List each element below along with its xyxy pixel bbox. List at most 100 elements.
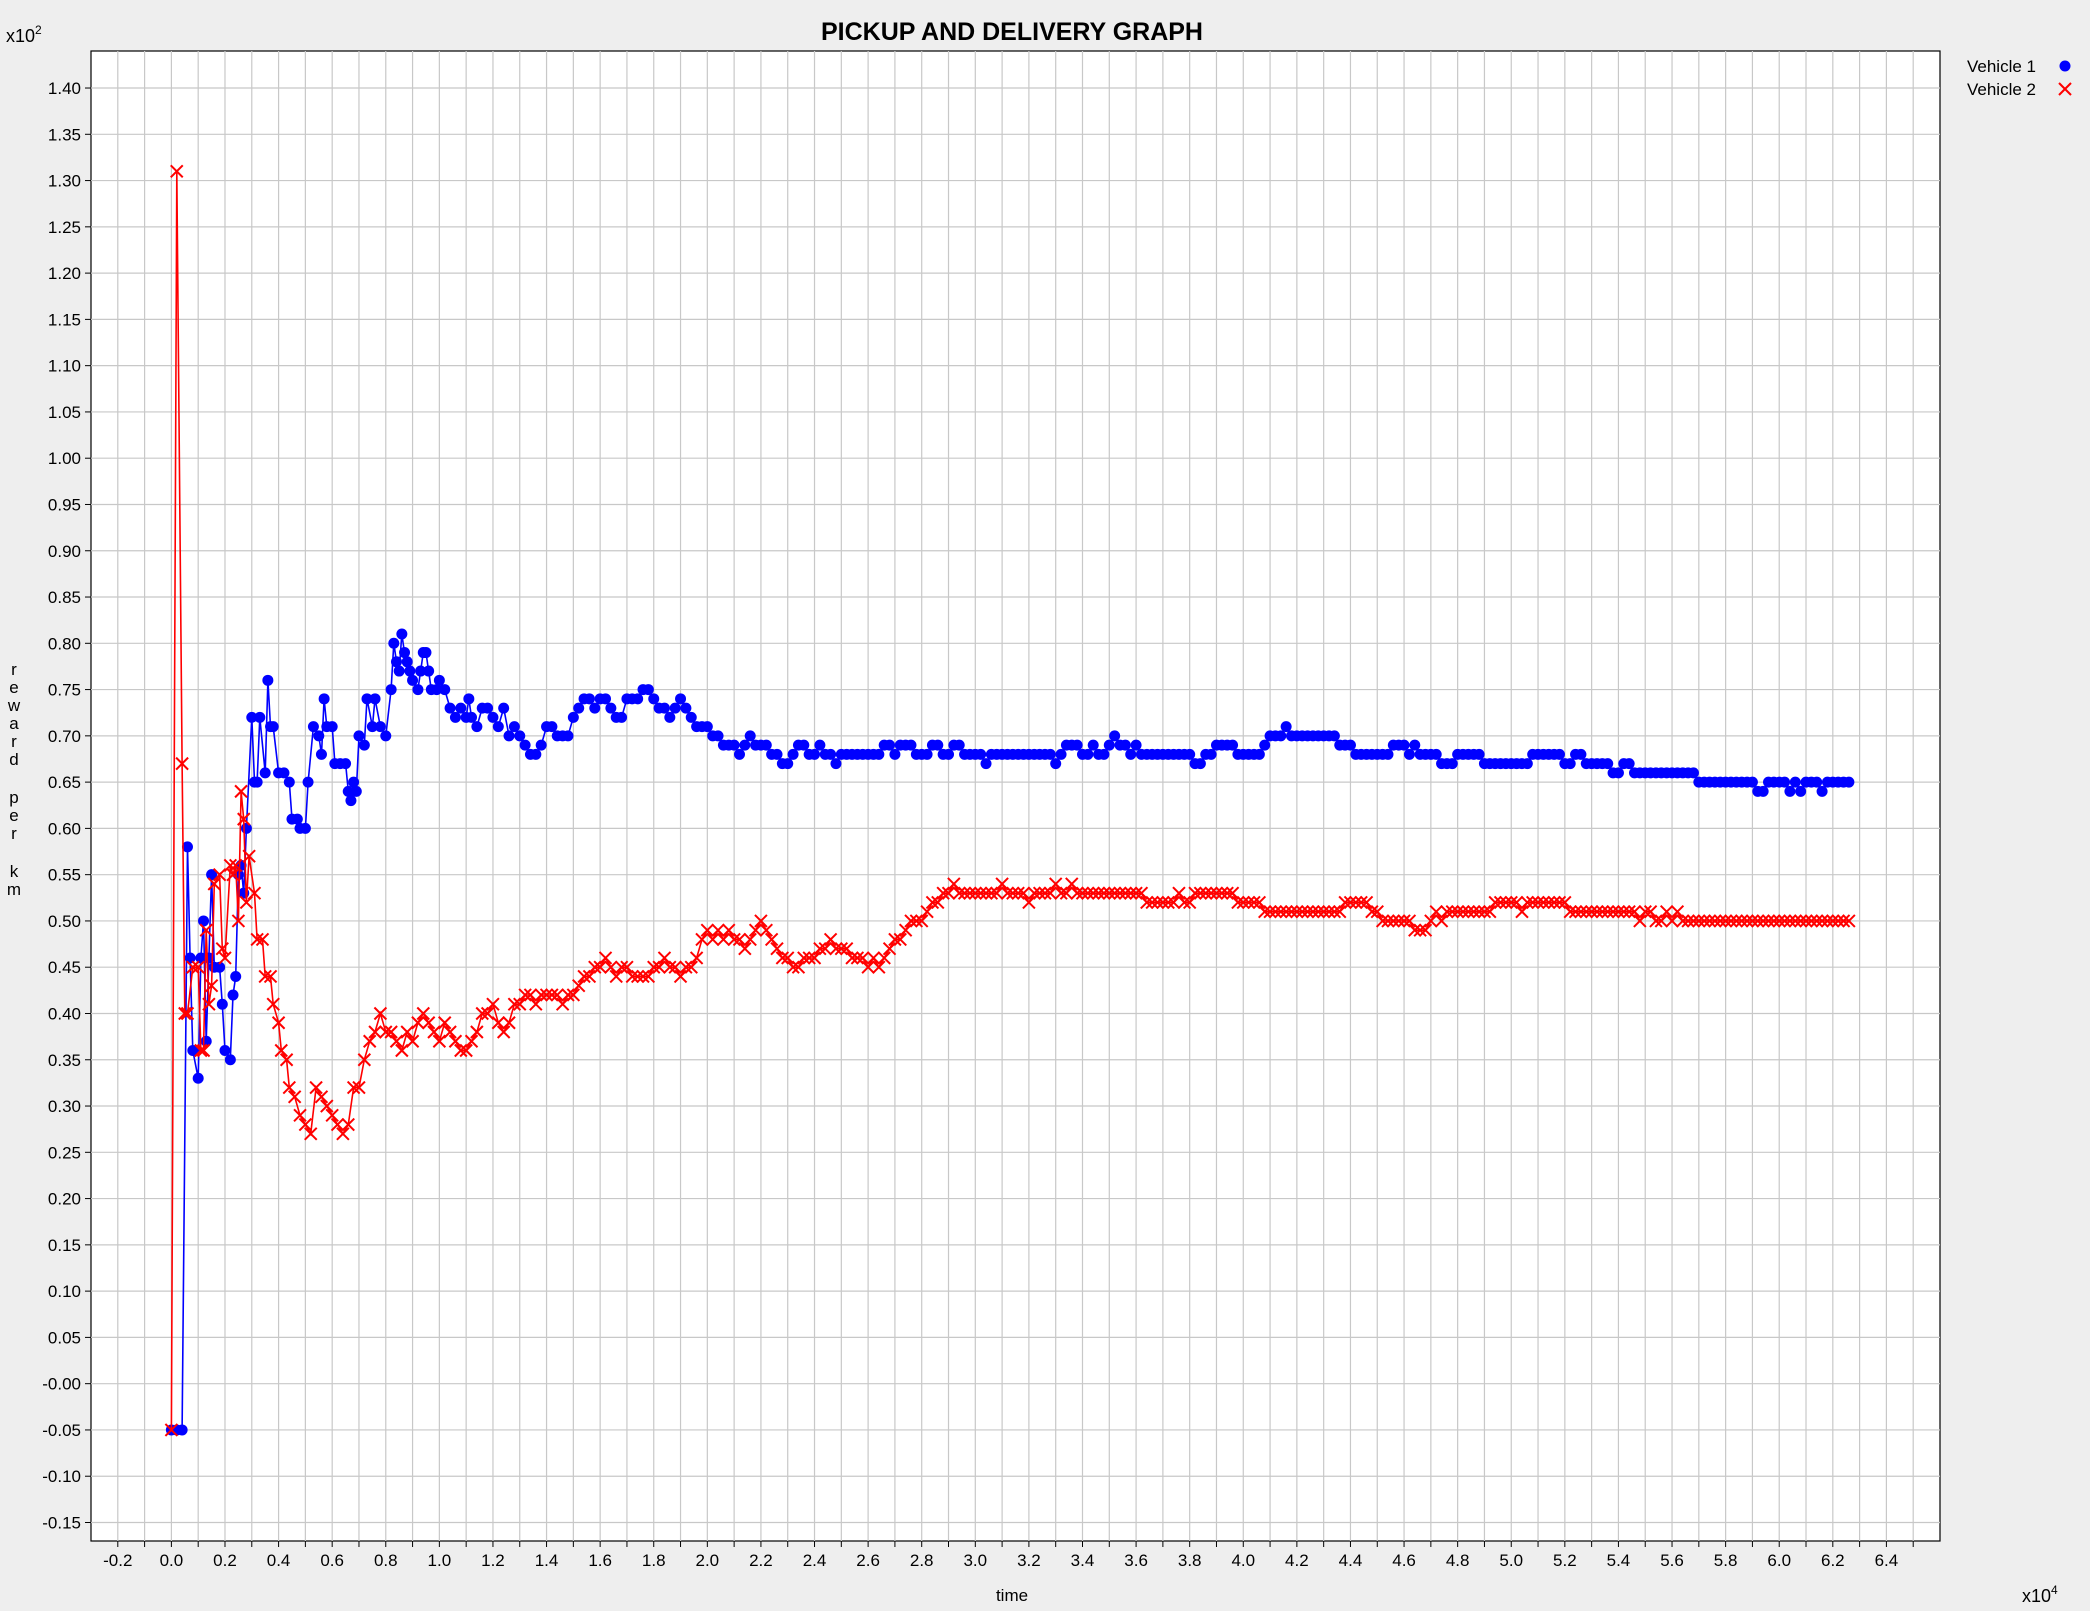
y-tick-label: 1.25	[48, 218, 81, 237]
x-tick-label: 2.0	[696, 1551, 720, 1570]
data-point	[1397, 914, 1411, 928]
data-point	[873, 748, 885, 760]
data-point	[508, 721, 520, 733]
data-point	[567, 711, 579, 723]
y-label-letter: r	[11, 824, 17, 843]
y-label-letter: e	[9, 678, 18, 697]
y-tick-label: 0.85	[48, 588, 81, 607]
x-tick-label: 0.2	[213, 1551, 237, 1570]
data-point	[1184, 748, 1196, 760]
data-point	[1086, 886, 1100, 900]
data-point	[1568, 904, 1583, 919]
data-point	[598, 951, 613, 965]
data-point	[1284, 904, 1299, 919]
data-point	[1509, 895, 1524, 910]
data-point	[701, 721, 713, 733]
data-point	[1558, 895, 1572, 910]
data-point	[1275, 730, 1287, 742]
data-point	[1718, 914, 1733, 928]
data-point	[739, 739, 751, 751]
data-point	[336, 1127, 350, 1141]
data-point	[309, 1080, 323, 1095]
data-point	[1553, 748, 1565, 760]
data-point	[1606, 904, 1620, 919]
data-point	[884, 739, 896, 751]
data-point	[443, 1025, 457, 1039]
x-tick-label: 0.0	[160, 1551, 184, 1570]
y-tick-label: 1.40	[48, 79, 81, 98]
data-point	[545, 988, 559, 1002]
data-point	[1402, 914, 1417, 928]
data-point	[668, 960, 682, 974]
x-tick-label: 6.0	[1767, 1551, 1791, 1570]
data-point	[722, 923, 736, 937]
data-point	[1124, 886, 1138, 900]
data-point	[207, 877, 221, 891]
data-point	[196, 1043, 211, 1058]
data-point	[1445, 904, 1459, 919]
data-point	[412, 684, 424, 696]
data-point	[496, 1025, 511, 1039]
y-label-letter: e	[9, 806, 18, 825]
data-point	[695, 932, 709, 947]
data-point	[1724, 914, 1738, 928]
data-point	[669, 702, 681, 714]
data-point	[566, 988, 581, 1002]
data-point	[727, 932, 741, 947]
data-point	[1311, 904, 1326, 919]
data-point	[1643, 904, 1658, 919]
data-point	[1472, 904, 1486, 919]
data-point	[798, 739, 810, 751]
data-point	[475, 1006, 489, 1021]
data-point	[1595, 904, 1610, 919]
data-point	[1140, 895, 1154, 910]
data-point	[374, 721, 386, 733]
data-point	[1082, 748, 1094, 760]
data-point	[700, 923, 715, 937]
data-point	[1826, 914, 1840, 928]
x-tick-label: 1.4	[535, 1551, 559, 1570]
x-tick-label: 2.6	[856, 1551, 880, 1570]
data-point	[1344, 739, 1356, 751]
data-point	[652, 960, 666, 974]
data-point	[1220, 886, 1234, 900]
data-point	[1381, 914, 1395, 928]
data-point	[175, 756, 189, 771]
data-point	[1343, 895, 1358, 910]
data-point	[593, 960, 607, 974]
data-point	[1043, 886, 1058, 900]
data-point	[641, 969, 656, 984]
data-point	[1687, 767, 1699, 779]
data-point	[503, 730, 515, 742]
data-point	[291, 813, 303, 825]
data-point	[1107, 886, 1122, 900]
x-tick-label: 4.4	[1339, 1551, 1363, 1570]
y-tick-label: 0.05	[48, 1328, 81, 1347]
data-point	[1059, 886, 1074, 900]
data-point	[491, 1016, 506, 1030]
data-point	[1493, 895, 1508, 910]
data-point	[1070, 886, 1084, 900]
data-point	[1103, 739, 1115, 751]
data-point	[1075, 886, 1090, 900]
y-tick-label: 0.45	[48, 958, 81, 977]
data-point	[1789, 776, 1801, 788]
data-point	[1702, 914, 1717, 928]
data-point	[1499, 895, 1513, 910]
data-point	[1193, 886, 1208, 900]
data-point	[1783, 914, 1797, 928]
data-point	[915, 914, 929, 928]
data-point	[625, 969, 640, 984]
data-point	[573, 702, 585, 714]
data-point	[648, 693, 660, 705]
y-label-letter: r	[11, 660, 17, 679]
data-point	[1836, 914, 1851, 928]
data-point	[539, 988, 554, 1002]
data-point	[1398, 739, 1410, 751]
data-point	[1333, 904, 1347, 919]
data-point	[535, 739, 547, 751]
data-point	[782, 758, 794, 770]
data-point	[1231, 895, 1245, 910]
